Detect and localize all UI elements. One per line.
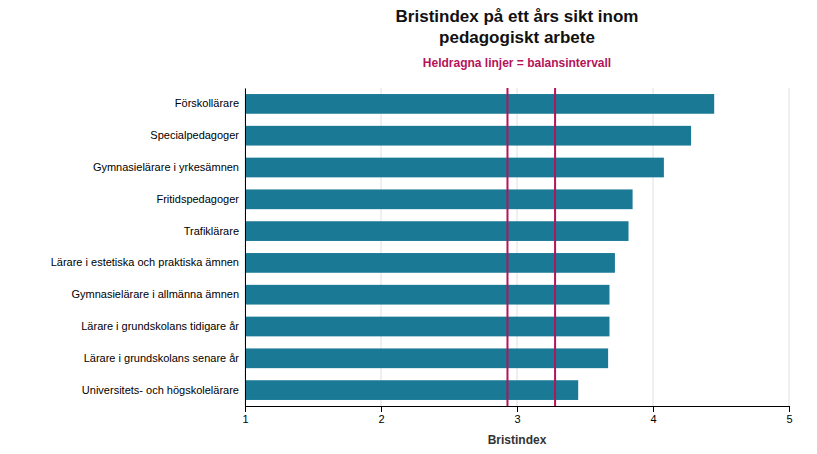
x-axis: 1 2 3 4 5	[242, 406, 792, 425]
tick-label: 4	[650, 413, 656, 425]
bar	[245, 94, 714, 114]
tick: Universitets- och högskolelärare	[82, 384, 245, 396]
tick: Gymnasielärare i yrkesämnen	[93, 161, 245, 173]
tick-mark	[517, 406, 518, 412]
bar	[245, 380, 578, 400]
reference-line	[506, 88, 508, 406]
tick: Lärare i estetiska och praktiska ämnen	[51, 256, 245, 268]
tick-label: Trafiklärare	[184, 225, 239, 237]
tick-mark	[245, 406, 246, 412]
tick: Specialpedagoger	[150, 129, 245, 141]
tick: 1	[242, 406, 248, 425]
title-line: Bristindex på ett års sikt inom	[396, 7, 639, 26]
tick: 5	[786, 406, 792, 425]
bar	[245, 253, 615, 273]
subtitle: Heldragna linjer = balansintervall	[423, 56, 611, 70]
bar	[245, 221, 629, 241]
tick-mark	[653, 406, 654, 412]
tick-label: Gymnasielärare i allmänna ämnen	[71, 288, 239, 300]
tick: Gymnasielärare i allmänna ämnen	[71, 288, 245, 300]
x-axis-title: Bristindex	[488, 433, 547, 447]
tick-label: 1	[242, 413, 248, 425]
tick: 4	[650, 406, 656, 425]
marks	[245, 88, 714, 406]
plot: 1 2 3 4 5 Förskollärare Specialpedagoger Gymnas…	[51, 88, 793, 425]
tick-label: Lärare i grundskolans tidigare år	[81, 320, 239, 332]
tick-mark	[381, 406, 382, 412]
tick: 3	[514, 406, 520, 425]
axis-line	[246, 407, 790, 413]
grid-line	[245, 88, 246, 406]
axis-line	[245, 89, 246, 407]
bar	[245, 158, 664, 178]
tick-label: 3	[514, 413, 520, 425]
tick-label: Lärare i grundskolans senare år	[84, 352, 240, 364]
chart: 1 2 3 4 5 Förskollärare Specialpedagoger Gymnas…	[0, 0, 817, 454]
bar	[245, 126, 691, 146]
tick-label: 2	[378, 413, 384, 425]
tick: Lärare i grundskolans senare år	[84, 352, 245, 364]
grid	[245, 88, 789, 406]
tick-label: Fritidspedagoger	[156, 193, 239, 205]
grid-line	[789, 88, 790, 406]
reference-line	[554, 88, 556, 406]
tick-label: Universitets- och högskolelärare	[82, 384, 239, 396]
title-line: pedagogiskt arbete	[439, 28, 595, 47]
tick: Trafiklärare	[184, 225, 245, 237]
bar	[245, 189, 633, 209]
tick: 2	[378, 406, 384, 425]
title: Bristindex på ett års sikt inom pedagogis…	[396, 7, 639, 47]
tick-label: Lärare i estetiska och praktiska ämnen	[51, 256, 239, 268]
tick-label: Gymnasielärare i yrkesämnen	[93, 161, 239, 173]
tick: Förskollärare	[175, 97, 245, 109]
tick: Lärare i grundskolans tidigare år	[81, 320, 245, 332]
tick-label: Specialpedagoger	[150, 129, 239, 141]
tick-label: 5	[786, 413, 792, 425]
tick: Fritidspedagoger	[156, 193, 245, 205]
y-axis: Förskollärare Specialpedagoger Gymnasielär…	[51, 89, 246, 407]
bar	[245, 348, 608, 368]
tick-mark	[789, 406, 790, 412]
tick-label: Förskollärare	[175, 97, 239, 109]
